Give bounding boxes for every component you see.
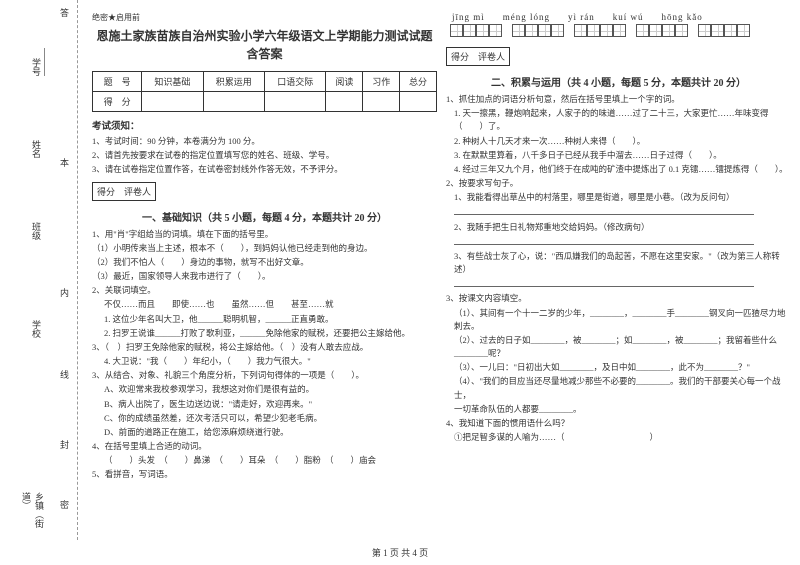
char-grid[interactable] <box>636 24 688 37</box>
q-stem: 3、从结合、对象、礼貌三个角度分析，下列词句得体的一项是（ ）。 <box>92 369 437 382</box>
grade-box: 得分 评卷人 <box>446 47 510 66</box>
cell[interactable] <box>264 92 325 112</box>
pinyin: kuí wú <box>613 12 644 22</box>
bind-field-1: 学号 <box>30 58 43 76</box>
answer-line[interactable] <box>454 235 754 245</box>
q-line: ①把足智多谋的人喻为……（ ） <box>446 431 791 444</box>
q-line: 一切革命队伍的人都要________。 <box>446 403 791 416</box>
pinyin-row: jīng mì méng lóng yì rán kuí wú hōng kǎo <box>446 12 791 22</box>
cell: 阅读 <box>326 72 363 92</box>
q-line: （ ）头发 （ ）鼻涕 （ ）耳朵 （ ）脂粉 （ ）庙会 <box>92 454 437 467</box>
bind-label-5: 封 <box>58 440 71 449</box>
q-stem: 1、抓住加点的词语分析句意，然后在括号里填上一个字的词。 <box>446 93 791 106</box>
q-line: 2. 扫罗王说谁______打败了歌利亚，______免除他家的赋税，还要把公主… <box>92 327 437 340</box>
q-line: D、前面的道路正在施工，给您添麻烦绕道行驶。 <box>92 426 437 439</box>
cell: 积累运用 <box>203 72 264 92</box>
q-line: （2）、过去的日子如________，被________；如________，被… <box>446 334 791 360</box>
q-stem: 5、看拼音，写词语。 <box>92 468 437 481</box>
notice-line: 1、考试时间：90 分钟，本卷满分为 100 分。 <box>92 135 437 148</box>
bind-label-6: 密 <box>58 500 71 509</box>
cell: 题 号 <box>93 72 142 92</box>
q-line: 1. 这位少年名叫大卫，他______聪明机智，______正直勇敢。 <box>92 313 437 326</box>
cell: 口语交际 <box>264 72 325 92</box>
exam-title: 恩施土家族苗族自治州实验小学六年级语文上学期能力测试试题 含答案 <box>92 27 437 63</box>
answer-line[interactable] <box>454 277 754 287</box>
bind-field-2: 姓名 <box>30 140 43 158</box>
q-line: 3、有些战士灰了心，说："西瓜嫌我们的岛起苦，不愿在这里安家。"（改为第三人称转… <box>446 250 791 276</box>
notice-line: 2、请首先按要求在试卷的指定位置填写您的姓名、班级、学号。 <box>92 149 437 162</box>
q-line: B、病人出院了，医生边送边说："请走好，欢迎再来。" <box>92 398 437 411</box>
q-line: 2、我随手把生日礼物郑重地交给妈妈。（修改病句） <box>446 221 791 234</box>
q-line: 3. 在默默里算着，八千多日子已经从我手中溜去……日子过得（ ）。 <box>446 149 791 162</box>
left-page: 绝密★启用前 恩施土家族苗族自治州实验小学六年级语文上学期能力测试试题 含答案 … <box>92 12 437 483</box>
answer-line[interactable] <box>454 205 754 215</box>
right-page: jīng mì méng lóng yì rán kuí wú hōng kǎo… <box>446 12 791 445</box>
bind-line-1 <box>44 48 74 76</box>
q-line: C、你的成绩虽然差，还次考活只可以，希望少犯老毛病。 <box>92 412 437 425</box>
q-line: （3）最近，国家领导人来我市进行了（ ）。 <box>92 270 437 283</box>
q-line: 4. 大卫说："我（ ）年纪小，（ ）我力气很大。" <box>92 355 437 368</box>
q-line: 1. 天一擦黑，鞭炮响起来，人家子的的味道……过了二十三，大家更忙……年味变得（… <box>446 107 791 133</box>
q-line: （1）、其间有一个十一二岁的少年，________，________手_____… <box>446 307 791 333</box>
char-grid[interactable] <box>574 24 626 37</box>
bind-field-4: 学校 <box>30 320 43 338</box>
q-line: （3）、一儿曰："日初出大如________，及日中如________，此不为_… <box>446 361 791 374</box>
q-line: 2. 种树人十几天才来一次……种树人来得（ ）。 <box>446 135 791 148</box>
q-stem: 4、在括号里填上合适的动词。 <box>92 440 437 453</box>
bind-field-3: 班级 <box>30 222 43 240</box>
binding-column: 答 学号 姓名 本 班级 内 学校 线 封 乡镇（街道） 密 <box>0 0 78 540</box>
section-a-title: 一、基础知识（共 5 小题，每题 4 分，本题共计 20 分） <box>92 209 437 224</box>
q-stem: 3、（ ）扫罗王免除他家的赋税，将公主嫁给他。（ ）没有人敢去应战。 <box>92 341 437 354</box>
bind-field-5: 乡镇（街道） <box>20 492 46 540</box>
q-line: 4. 经过三年又九个月，他们终于在成吨的矿渣中提炼出了 0.1 克镭……镭提炼得… <box>446 163 791 176</box>
table-row: 得 分 <box>93 92 437 112</box>
q-line: A、欢迎常来我校参观学习，我想这对你们是很有益的。 <box>92 383 437 396</box>
page-footer: 第 1 页 共 4 页 <box>0 546 800 559</box>
pinyin: jīng mì <box>452 12 485 22</box>
q-stem: 1、用"肖"字组给当的词填。填在下面的括号里。 <box>92 228 437 241</box>
grade-box: 得分 评卷人 <box>92 182 156 201</box>
q-line: （1）小明传来当上主述，根本不（ ），到妈妈认他已经走到他的身边。 <box>92 242 437 255</box>
table-row: 题 号 知识基础 积累运用 口语交际 阅读 习作 总分 <box>93 72 437 92</box>
score-table: 题 号 知识基础 积累运用 口语交际 阅读 习作 总分 得 分 <box>92 71 437 112</box>
cell: 习作 <box>363 72 400 92</box>
bind-label-4: 线 <box>58 370 71 379</box>
q-line: 1、我能看得出草丛中的村落里，哪里是街道，哪里是小巷。（改为反问句） <box>446 191 791 204</box>
pinyin: hōng kǎo <box>662 12 703 22</box>
cell[interactable] <box>400 92 437 112</box>
q-stem: 2、按要求写句子。 <box>446 177 791 190</box>
cell[interactable] <box>203 92 264 112</box>
notice-heading: 考试须知： <box>92 118 437 132</box>
pinyin: yì rán <box>568 12 595 22</box>
char-grid-row <box>446 24 791 37</box>
confidential-tag: 绝密★启用前 <box>92 12 437 23</box>
q-stem: 2、关联词填空。 <box>92 284 437 297</box>
cell[interactable] <box>363 92 400 112</box>
q-stem: 3、按课文内容填空。 <box>446 292 791 305</box>
cell: 知识基础 <box>142 72 203 92</box>
cell: 总分 <box>400 72 437 92</box>
cell[interactable] <box>326 92 363 112</box>
q-stem: 4、我知道下面的惯用语什么吗？ <box>446 417 791 430</box>
cell: 得 分 <box>93 92 142 112</box>
char-grid[interactable] <box>698 24 750 37</box>
section-b-body: 1、抓住加点的词语分析句意，然后在括号里填上一个字的词。 1. 天一擦黑，鞭炮响… <box>446 93 791 444</box>
section-b-title: 二、积累与运用（共 4 小题，每题 5 分，本题共计 20 分） <box>446 74 791 89</box>
char-grid[interactable] <box>512 24 564 37</box>
notice-line: 3、请在试卷指定位置作答，在试卷密封线外作答无效，不予评分。 <box>92 163 437 176</box>
notice-block: 1、考试时间：90 分钟，本卷满分为 100 分。 2、请首先按要求在试卷的指定… <box>92 135 437 177</box>
bind-label-0: 答 <box>58 8 71 17</box>
pinyin: méng lóng <box>503 12 550 22</box>
q-options: 不仅……而且 即使……也 虽然……但 甚至……就 <box>92 298 437 311</box>
cell[interactable] <box>142 92 203 112</box>
char-grid[interactable] <box>450 24 502 37</box>
q-line: （2）我们不怕人（ ）身边的事物，就写不出好文章。 <box>92 256 437 269</box>
bind-label-3: 内 <box>58 288 71 297</box>
section-a-body: 1、用"肖"字组给当的词填。填在下面的括号里。 （1）小明传来当上主述，根本不（… <box>92 228 437 482</box>
bind-label-2: 本 <box>58 158 71 167</box>
q-line: （4）、"我们的目应当还尽量地减少那些不必要的________。我们的干部要关心… <box>446 375 791 401</box>
